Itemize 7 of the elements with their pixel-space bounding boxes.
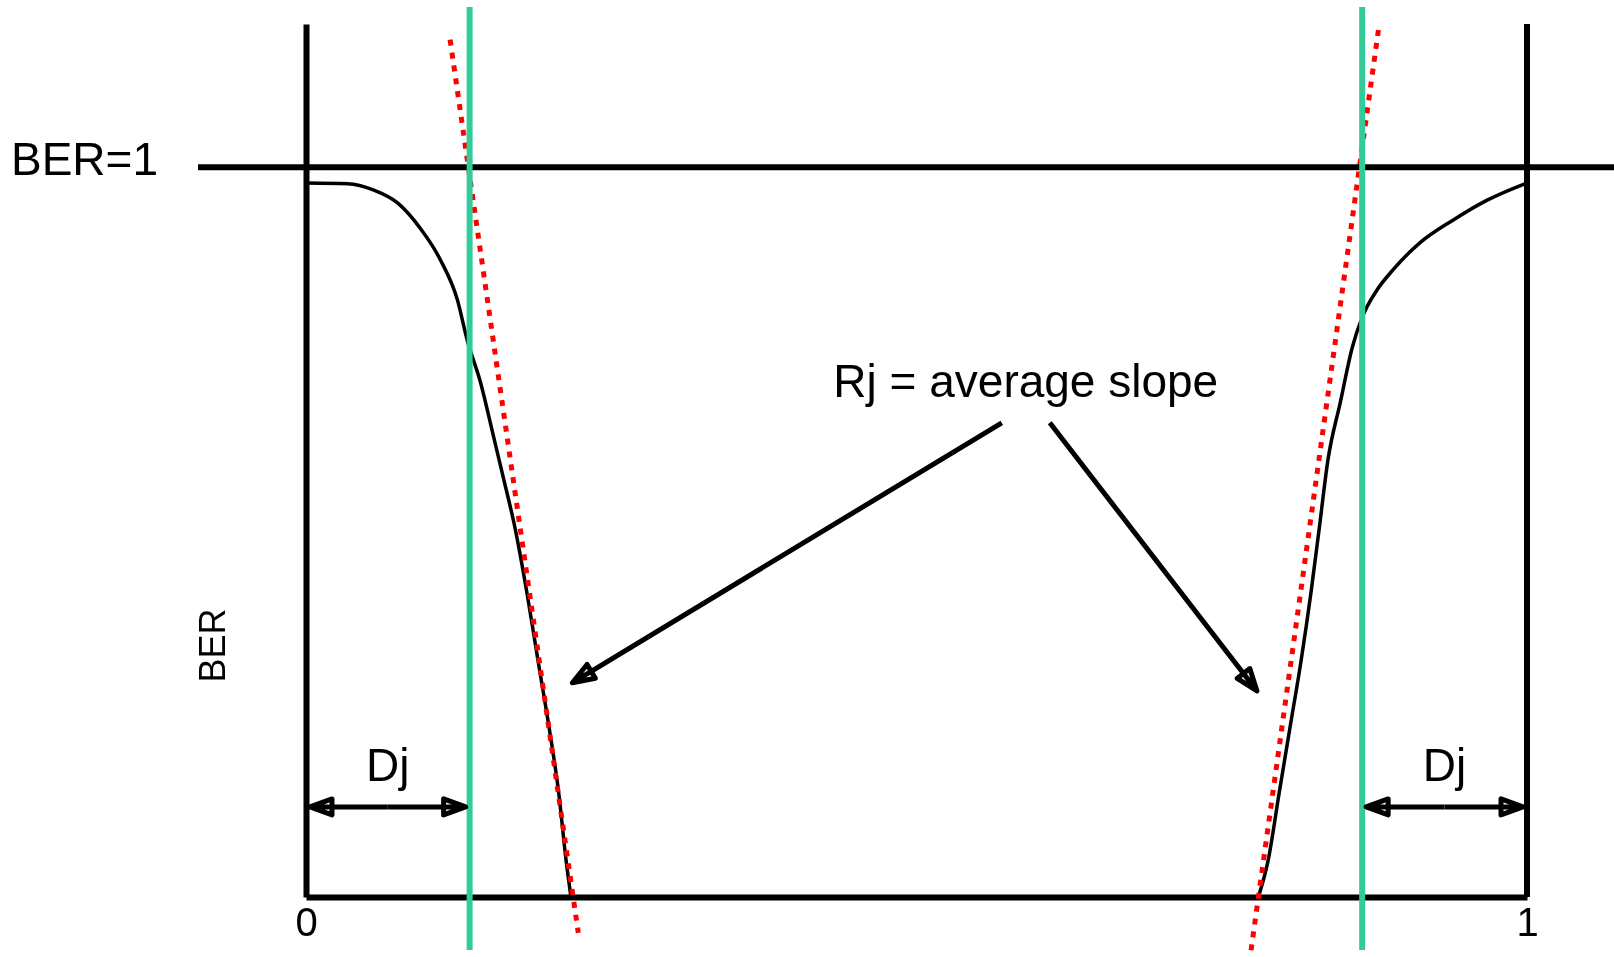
ref-line-label: BER=1 <box>10 133 158 186</box>
annotation: Dj <box>1422 738 1467 791</box>
annotation: Rj = average slope <box>833 354 1219 407</box>
y-axis-title: BER <box>191 608 233 683</box>
annotation: Dj <box>366 738 410 791</box>
x-tick-label: 0 <box>295 899 318 944</box>
x-tick-label: 1 <box>1516 899 1539 944</box>
